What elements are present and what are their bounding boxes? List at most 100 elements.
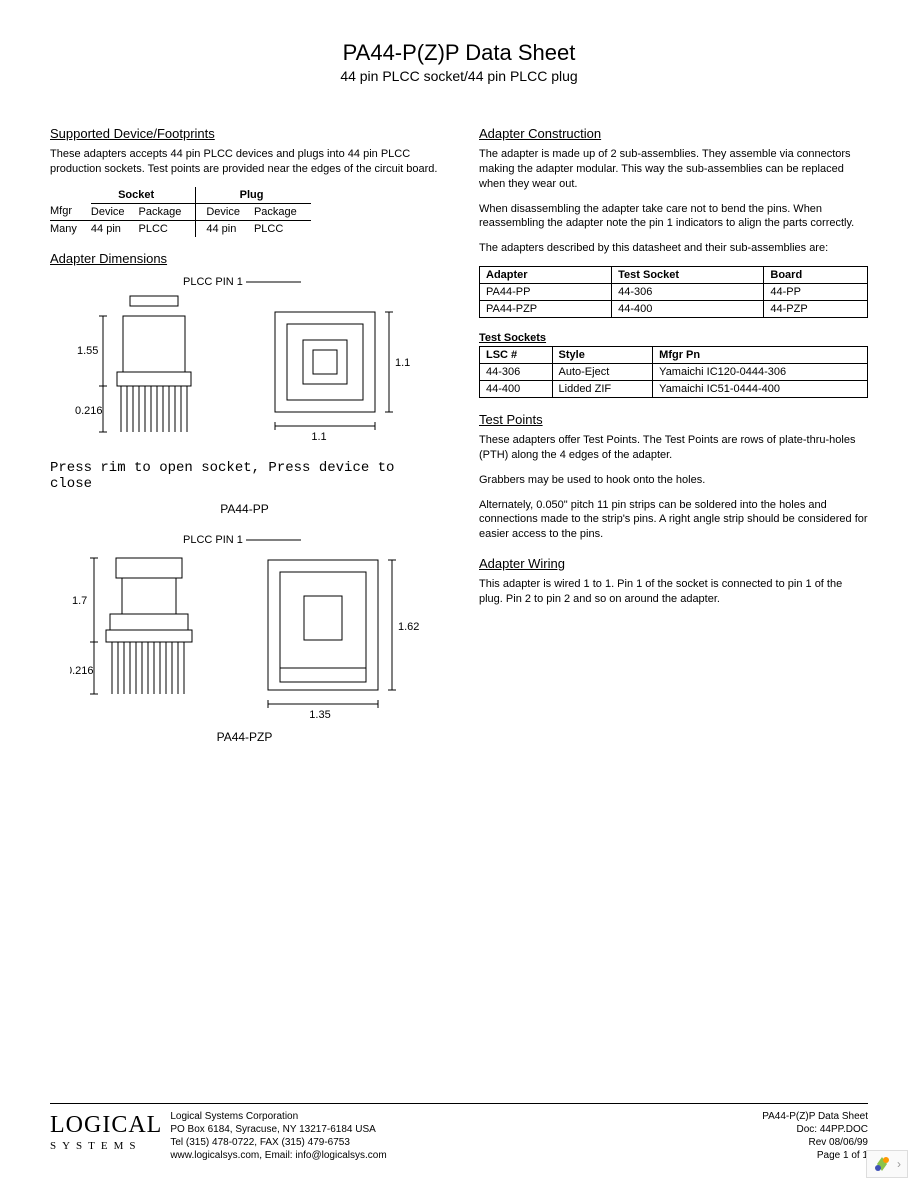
company-block: Logical Systems Corporation PO Box 6184,… (170, 1110, 386, 1162)
col-header: Package (139, 203, 196, 220)
leader-line-icon (246, 277, 306, 287)
group-header-plug: Plug (196, 187, 311, 204)
col-header: Style (552, 347, 653, 364)
page-title: PA44-P(Z)P Data Sheet (50, 40, 868, 66)
pin1-label: PLCC PIN 1 (50, 276, 439, 288)
company-address: PO Box 6184, Syracuse, NY 13217-6184 USA (170, 1123, 386, 1136)
col-header: Test Socket (612, 267, 764, 284)
page-header: PA44-P(Z)P Data Sheet 44 pin PLCC socket… (50, 40, 868, 84)
leader-line-icon (246, 535, 306, 545)
chevron-right-icon[interactable]: › (897, 1157, 901, 1171)
table-cell: PA44-PZP (480, 301, 612, 318)
table-row: LSC # Style Mfgr Pn (480, 347, 868, 364)
socket-plug-table: Socket Plug Mfgr Device Package Device P… (50, 187, 311, 237)
pin1-label: PLCC PIN 1 (50, 534, 439, 546)
diagram-pa44-pzp: PLCC PIN 1 (50, 534, 439, 744)
dim-label: 0.216 (70, 665, 94, 677)
col-header: Board (764, 267, 868, 284)
supported-para: These adapters accepts 44 pin PLCC devic… (50, 147, 439, 177)
table-row: PA44-PZP 44-400 44-PZP (480, 301, 868, 318)
adapter-table: Adapter Test Socket Board PA44-PP 44-306… (479, 266, 868, 318)
table-row: Adapter Test Socket Board (480, 267, 868, 284)
construction-para: The adapter is made up of 2 sub-assembli… (479, 147, 868, 192)
dim-label: 1.1 (311, 431, 326, 443)
side-view-drawing: 1.55 0.216 (75, 292, 225, 452)
dim-label: 1.55 (77, 345, 98, 357)
table-cell: Auto-Eject (552, 364, 653, 381)
table-row: 44-400 Lidded ZIF Yamaichi IC51-0444-400 (480, 381, 868, 398)
diagram-pa44-pp: PLCC PIN 1 (50, 276, 439, 516)
dim-label: 0.216 (75, 405, 103, 417)
supported-heading: Supported Device/Footprints (50, 126, 439, 141)
test-sockets-caption: Test Sockets (479, 332, 868, 344)
dim-label: 1.7 (72, 595, 87, 607)
dim-label: 1.35 (309, 709, 330, 720)
wiring-para: This adapter is wired 1 to 1. Pin 1 of t… (479, 577, 868, 607)
col-header: Device (196, 203, 254, 220)
table-row: Many 44 pin PLCC 44 pin PLCC (50, 220, 311, 237)
logo-main: LOGICAL (50, 1110, 162, 1141)
left-column: Supported Device/Footprints These adapte… (50, 112, 439, 762)
company-name: Logical Systems Corporation (170, 1110, 386, 1123)
test-points-para: Grabbers may be used to hook onto the ho… (479, 473, 868, 488)
table-row: PA44-PP 44-306 44-PP (480, 284, 868, 301)
side-view-drawing: 1.7 0.216 (70, 550, 220, 720)
company-web: www.logicalsys.com, Email: info@logicals… (170, 1149, 386, 1162)
table-cell: 44-400 (480, 381, 553, 398)
construction-heading: Adapter Construction (479, 126, 868, 141)
dim-label: 1.1 (395, 357, 410, 369)
two-column-layout: Supported Device/Footprints These adapte… (50, 112, 868, 762)
table-row: Mfgr Device Package Device Package (50, 203, 311, 220)
wiring-heading: Adapter Wiring (479, 556, 868, 571)
dimensions-heading: Adapter Dimensions (50, 251, 439, 266)
top-view-drawing: 1.35 1.625 (250, 550, 420, 720)
col-header: Device (91, 203, 139, 220)
table-cell: Yamaichi IC51-0444-400 (653, 381, 868, 398)
footer-line: PA44-P(Z)P Data Sheet (762, 1110, 868, 1123)
footer-left: LOGICAL SYSTEMS Logical Systems Corporat… (50, 1110, 387, 1162)
col-header: Adapter (480, 267, 612, 284)
page-subtitle: 44 pin PLCC socket/44 pin PLCC plug (50, 68, 868, 84)
footer-right: PA44-P(Z)P Data Sheet Doc: 44PP.DOC Rev … (762, 1110, 868, 1162)
right-column: Adapter Construction The adapter is made… (479, 112, 868, 762)
footer-line: Doc: 44PP.DOC (762, 1123, 868, 1136)
test-sockets-table: LSC # Style Mfgr Pn 44-306 Auto-Eject Ya… (479, 346, 868, 398)
construction-para: When disassembling the adapter take care… (479, 202, 868, 232)
col-header: LSC # (480, 347, 553, 364)
group-header-socket: Socket (91, 187, 196, 204)
table-cell: 44-PZP (764, 301, 868, 318)
table-cell: PA44-PP (480, 284, 612, 301)
press-note: Press rim to open socket, Press device t… (50, 460, 439, 492)
table-cell: 44-306 (612, 284, 764, 301)
table-cell: PLCC (139, 220, 196, 237)
dim-label: 1.625 (398, 621, 420, 633)
diagram-caption: PA44-PP (50, 502, 439, 516)
viewer-widget[interactable]: › (866, 1150, 908, 1178)
table-cell: 44-400 (612, 301, 764, 318)
table-cell: PLCC (254, 220, 311, 237)
test-points-para: Alternately, 0.050" pitch 11 pin strips … (479, 498, 868, 543)
col-header: Mfgr Pn (653, 347, 868, 364)
test-points-heading: Test Points (479, 412, 868, 427)
table-cell: 44 pin (91, 220, 139, 237)
company-tel: Tel (315) 478-0722, FAX (315) 479-6753 (170, 1136, 386, 1149)
table-cell: Yamaichi IC120-0444-306 (653, 364, 868, 381)
viewer-logo-icon (873, 1155, 891, 1173)
logo: LOGICAL SYSTEMS (50, 1110, 162, 1153)
table-cell: 44-PP (764, 284, 868, 301)
footer-line: Page 1 of 1 (762, 1149, 868, 1162)
logo-sub: SYSTEMS (50, 1139, 162, 1153)
table-cell: Many (50, 220, 91, 237)
table-cell: 44-306 (480, 364, 553, 381)
test-points-para: These adapters offer Test Points. The Te… (479, 433, 868, 463)
diagram-caption: PA44-PZP (50, 730, 439, 744)
col-header: Package (254, 203, 311, 220)
footer-line: Rev 08/06/99 (762, 1136, 868, 1149)
table-cell: 44 pin (196, 220, 254, 237)
page-footer: LOGICAL SYSTEMS Logical Systems Corporat… (50, 1103, 868, 1162)
construction-para: The adapters described by this datasheet… (479, 241, 868, 256)
table-row: 44-306 Auto-Eject Yamaichi IC120-0444-30… (480, 364, 868, 381)
top-view-drawing: 1.1 1.1 (255, 292, 415, 452)
table-row: Socket Plug (50, 187, 311, 204)
col-header: Mfgr (50, 203, 91, 220)
